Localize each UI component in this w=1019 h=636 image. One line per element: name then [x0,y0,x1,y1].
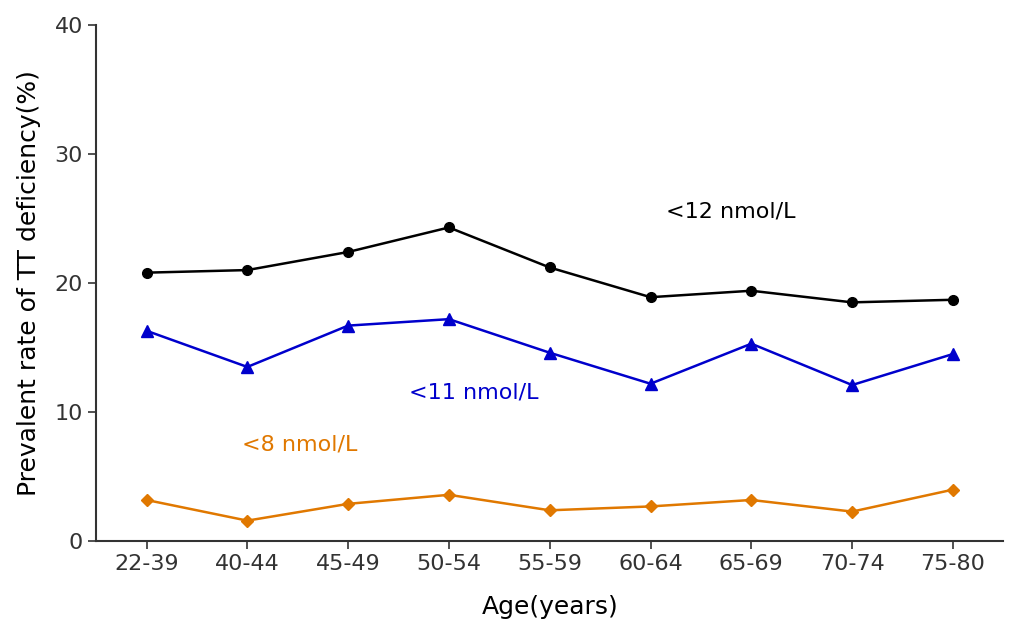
Text: <12 nmol/L: <12 nmol/L [665,202,795,222]
X-axis label: Age(years): Age(years) [481,595,618,619]
Text: <8 nmol/L: <8 nmol/L [243,434,358,455]
Y-axis label: Prevalent rate of TT deficiency(%): Prevalent rate of TT deficiency(%) [16,70,41,496]
Text: <11 nmol/L: <11 nmol/L [409,383,538,403]
